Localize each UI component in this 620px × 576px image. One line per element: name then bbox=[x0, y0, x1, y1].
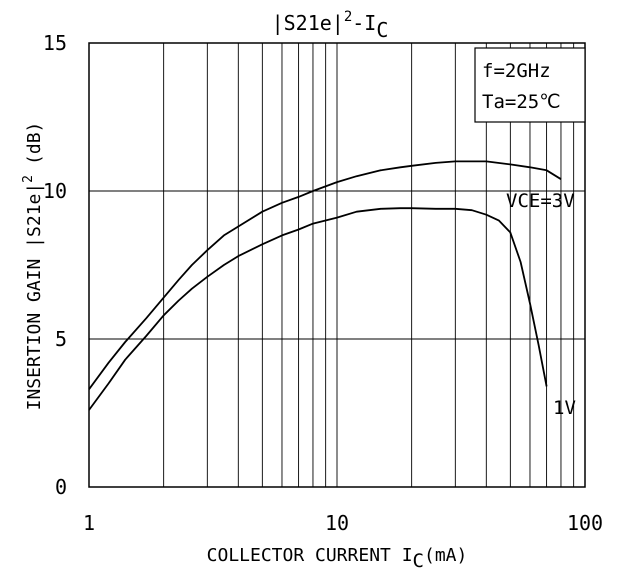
condition-box: f=2GHz Ta=25℃ bbox=[475, 48, 585, 122]
series-label-vce-3v: VCE=3V bbox=[506, 190, 575, 212]
chart-title: |S21e|2-IC bbox=[272, 9, 389, 42]
series-layer bbox=[89, 161, 561, 410]
y-tick-label: 0 bbox=[55, 475, 67, 499]
frequency-annotation: f=2GHz bbox=[482, 60, 551, 82]
y-tick-label: 10 bbox=[43, 179, 67, 203]
series-line-vce-3v bbox=[89, 161, 561, 389]
x-tick-label: 10 bbox=[325, 511, 349, 535]
y-tick-label: 5 bbox=[55, 327, 67, 351]
y-tick-label: 15 bbox=[43, 31, 67, 55]
y-axis-label: INSERTION GAIN |S21e|2(dB) bbox=[21, 122, 45, 411]
temperature-annotation: Ta=25℃ bbox=[482, 91, 561, 113]
series-label-1v: 1V bbox=[553, 397, 576, 419]
series-line-1v bbox=[89, 208, 547, 410]
x-axis-label: COLLECTOR CURRENT IC(mA) bbox=[207, 545, 468, 572]
x-tick-label: 1 bbox=[83, 511, 95, 535]
x-tick-label: 100 bbox=[567, 511, 603, 535]
